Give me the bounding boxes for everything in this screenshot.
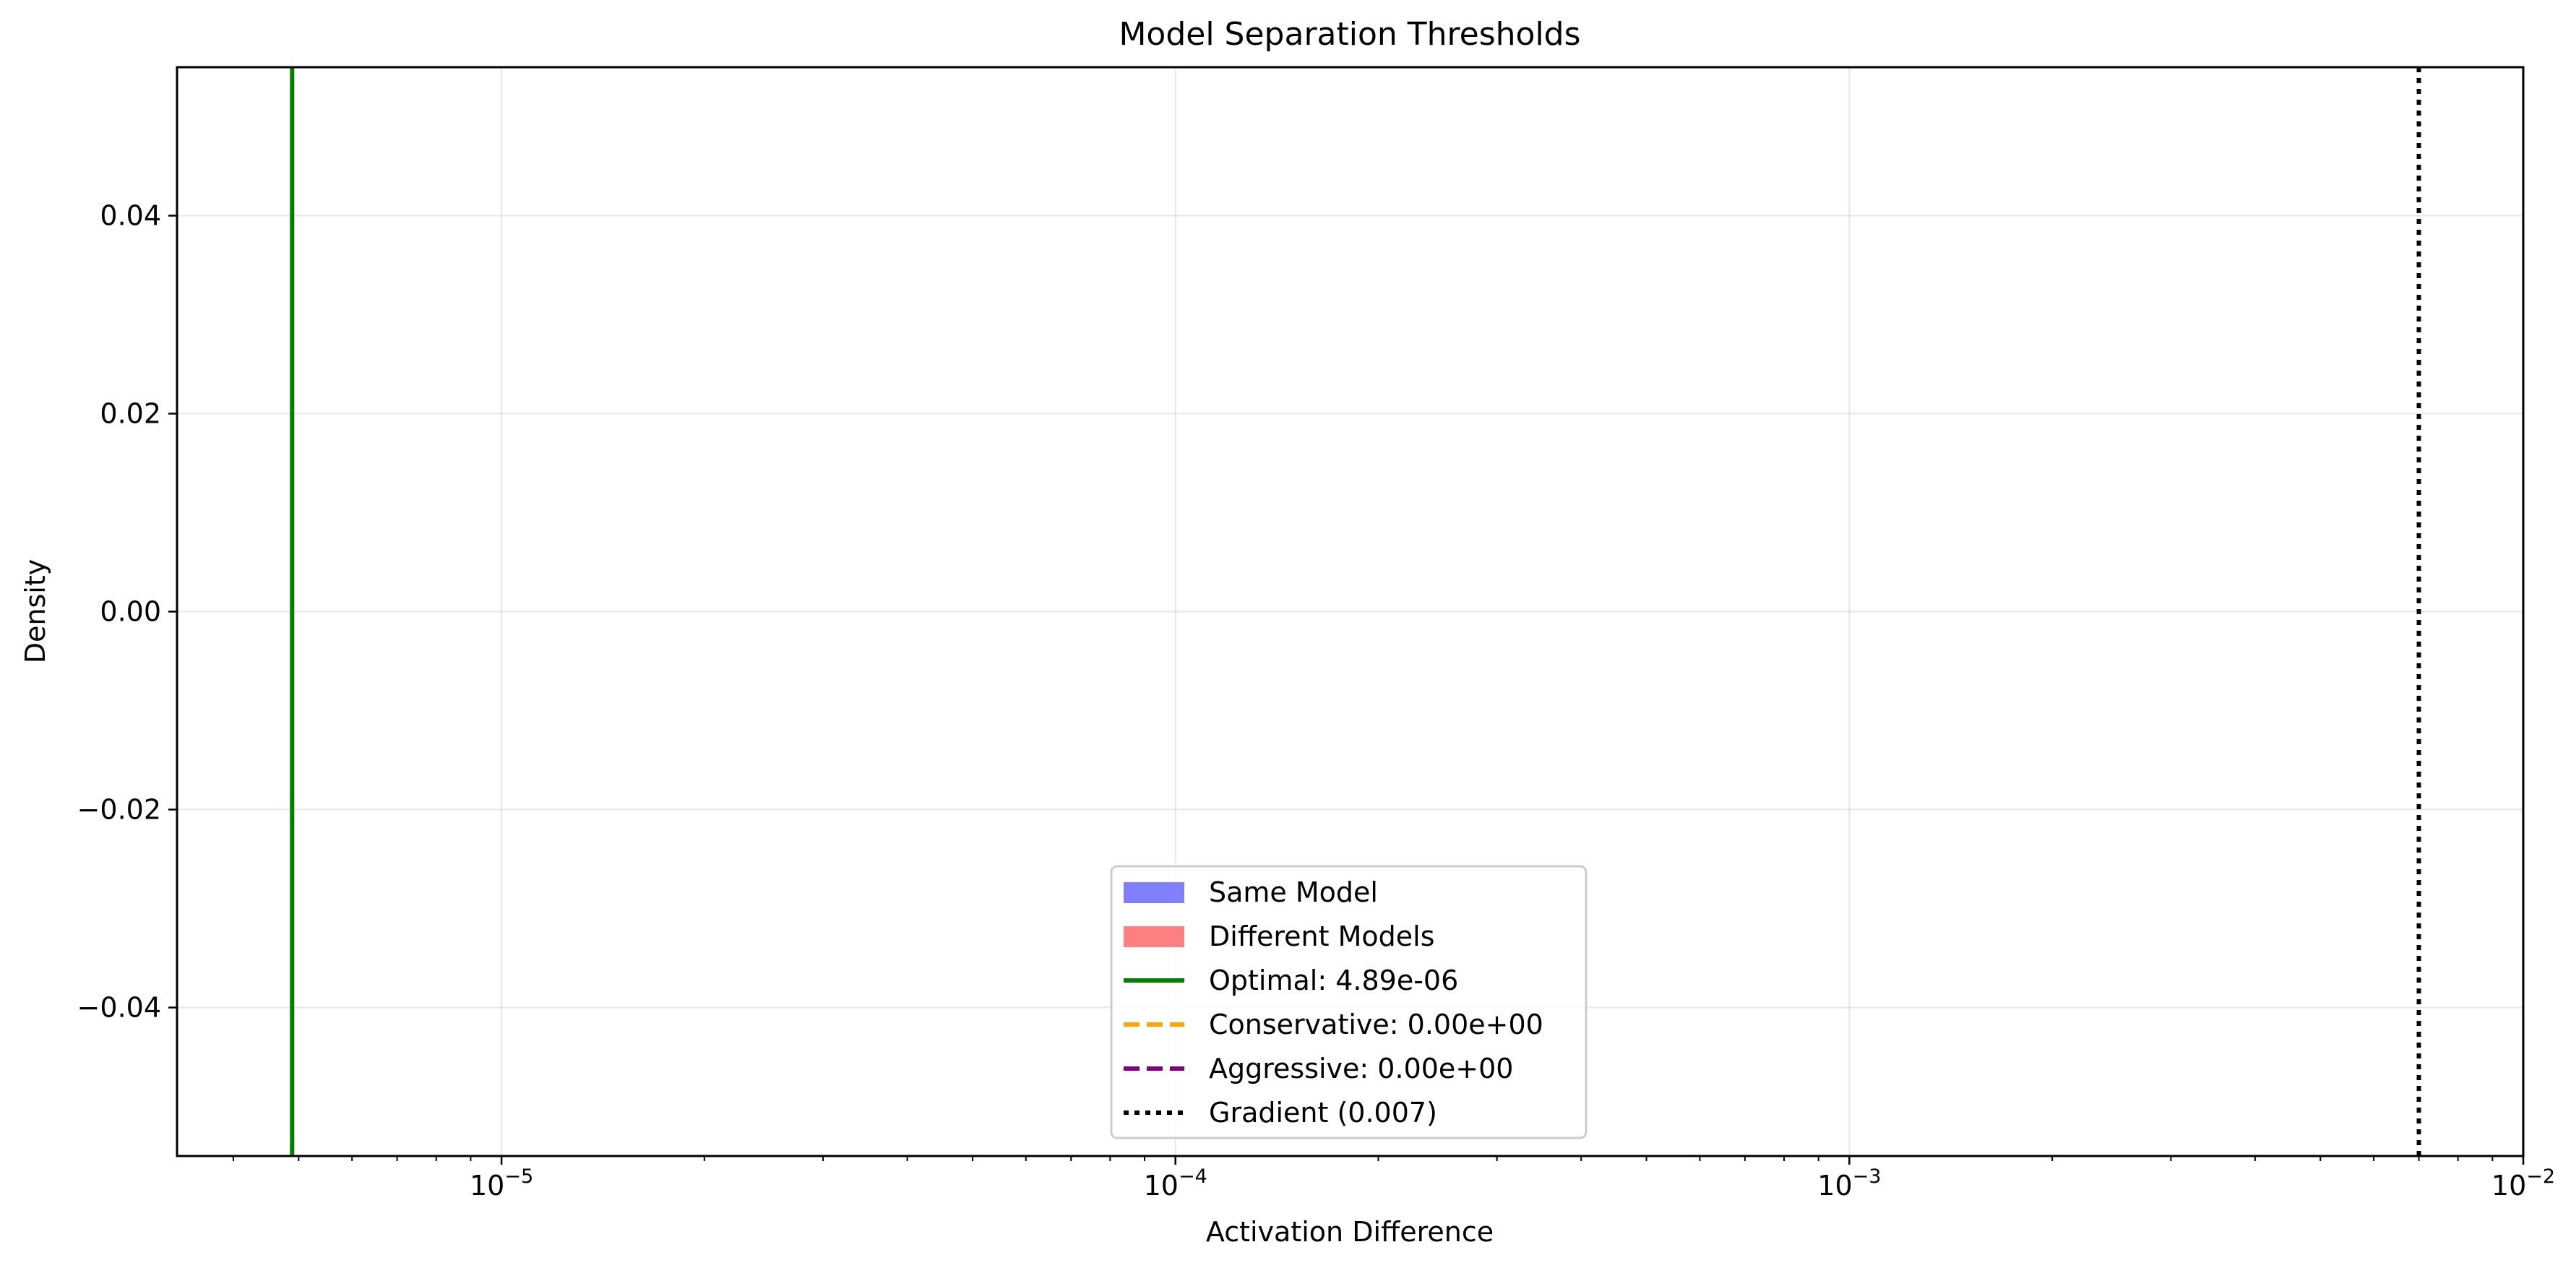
x-axis-label: Activation Difference — [1206, 1216, 1494, 1248]
x-tick-label: 10−4 — [1144, 1165, 1207, 1202]
y-tick-label: −0.02 — [77, 794, 161, 826]
legend-swatch — [1124, 882, 1184, 903]
chart-title: Model Separation Thresholds — [1119, 16, 1580, 53]
y-tick-label: 0.04 — [100, 200, 161, 232]
plot-marks — [290, 67, 2421, 1156]
legend-label: Optimal: 4.89e-06 — [1209, 965, 1458, 996]
y-axis-label: Density — [20, 559, 51, 663]
legend-entries: Same Model Different Models Optimal: 4.89e… — [1124, 876, 1543, 1129]
legend: Same Model Different Models Optimal: 4.89e… — [1110, 865, 1588, 1139]
x-tick-label: 10−5 — [470, 1165, 533, 1202]
axis-ticks: 10−5 10−4 10−3 10−2 0.04 0.02 0.00 −0.02 −0.04 — [77, 200, 2556, 1202]
legend-label: Gradient (0.007) — [1209, 1097, 1437, 1129]
y-tick-label: −0.04 — [77, 992, 161, 1024]
grid-lines — [177, 67, 2524, 1156]
legend-label: Same Model — [1209, 876, 1378, 908]
legend-label: Different Models — [1209, 920, 1435, 952]
y-tick-label: 0.00 — [100, 596, 161, 628]
legend-label: Conservative: 0.00e+00 — [1209, 1009, 1543, 1040]
y-tick-label: 0.02 — [100, 398, 161, 430]
legend-swatch — [1124, 926, 1184, 947]
legend-label: Aggressive: 0.00e+00 — [1209, 1053, 1514, 1084]
x-tick-label: 10−2 — [2491, 1165, 2555, 1202]
x-tick-label: 10−3 — [1817, 1165, 1881, 1202]
legend-box — [1110, 865, 1588, 1139]
